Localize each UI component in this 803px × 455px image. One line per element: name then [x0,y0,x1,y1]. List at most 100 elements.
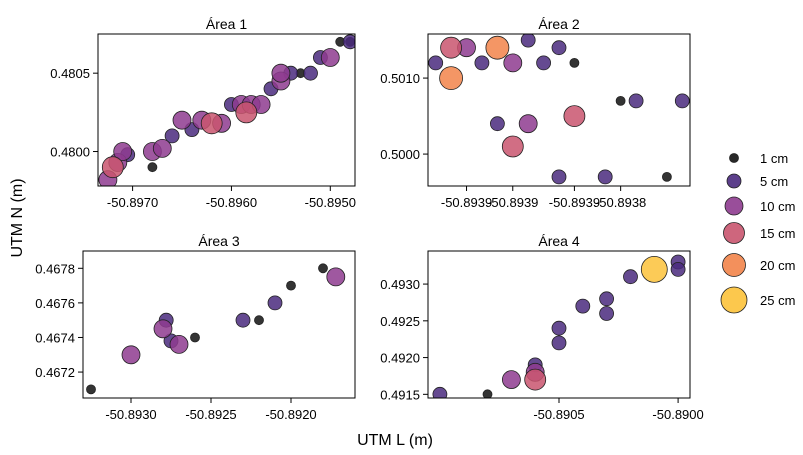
data-point [489,116,505,132]
x-tick-label: -50.8920 [265,407,316,422]
x-tick-label: -50.8960 [206,195,257,210]
legend-marker [723,222,745,244]
data-point [428,55,444,71]
points-group [98,34,355,186]
legend-label: 10 cm [760,199,795,214]
data-point [320,48,340,67]
data-point [172,110,192,130]
data-point [599,291,614,307]
y-axis-label: UTM N (m) [9,178,26,257]
data-point [474,55,490,71]
data-point [164,128,180,144]
y-tick-label: 0.4674 [35,330,75,345]
data-point [615,96,626,106]
data-point [524,368,547,391]
data-point [152,138,172,158]
legend-label: 20 cm [760,258,795,273]
panel-title: Área 2 [538,16,579,32]
data-point [235,312,251,328]
data-point [536,55,551,71]
plot-frame [82,250,356,399]
data-point [303,65,318,81]
legend-label: 15 cm [760,226,795,241]
y-tick-label: 0.5000 [380,147,420,162]
data-point [597,169,613,185]
data-point [551,335,567,351]
legend-item: 25 cm [720,286,795,314]
data-point [101,156,124,179]
plot-frame [97,33,356,187]
y-tick-label: 0.4930 [380,277,420,292]
data-point [599,306,614,321]
data-point [200,112,223,135]
legend-label: 25 cm [760,293,795,308]
y-tick-label: 0.4676 [35,296,75,311]
legend-marker [722,253,746,277]
data-point [318,263,328,274]
data-point [623,269,638,285]
data-point [520,34,536,48]
x-tick-label: -50.8905 [533,407,584,422]
data-point [169,334,189,354]
data-point [86,384,96,395]
y-tick-label: 0.4805 [50,66,90,81]
data-point [670,261,686,277]
data-point [153,319,173,339]
data-point [551,320,567,336]
points-group [428,34,690,185]
legend-item: 1 cm [729,151,788,166]
y-tick-label: 0.4678 [35,261,75,276]
data-point [439,66,464,90]
data-point [286,280,296,291]
x-tick-label: -50.8950 [305,195,356,210]
y-tick-label: 0.5010 [380,71,420,86]
data-point [432,386,448,398]
panel-title: Área 1 [206,16,247,32]
data-point [326,267,346,287]
legend-label: 5 cm [760,174,788,189]
data-point [254,315,264,326]
data-point [569,58,580,68]
x-axis-label: UTM L (m) [357,432,433,449]
legend-marker [729,153,739,163]
data-point [235,101,258,124]
data-point [628,93,644,109]
x-tick-label: -50.8925 [185,407,236,422]
legend-item: 10 cm [724,196,795,216]
data-point [271,63,291,83]
legend-marker [724,196,744,216]
data-point [575,298,591,314]
data-point [121,345,141,365]
x-tick-label: -50.8939 [549,195,600,210]
legend-item: 15 cm [723,222,795,244]
data-point [485,35,510,60]
y-tick-label: 0.4672 [35,365,75,380]
x-tick-label: -50.8900 [652,407,703,422]
data-point [440,36,463,59]
legend-item: 5 cm [726,173,788,189]
data-point [563,105,586,127]
y-tick-label: 0.4915 [380,387,420,402]
points-group [86,263,346,395]
x-tick-label: -50.8930 [105,407,156,422]
legend-item: 20 cm [722,253,795,277]
data-point [267,295,283,311]
legend-marker [720,286,748,314]
legend-label: 1 cm [760,151,788,166]
points-group [432,254,686,398]
data-point [674,93,690,109]
data-point [501,135,524,158]
data-point [482,389,493,398]
data-point [147,162,158,173]
data-point [551,169,567,185]
data-point [113,142,133,161]
data-point [501,370,521,390]
y-tick-label: 0.4920 [380,351,420,366]
x-tick-label: -50.8970 [107,195,158,210]
data-point [640,255,668,283]
x-tick-label: -50.8939 [441,195,492,210]
data-point [551,40,567,56]
plot-frame [427,33,691,187]
